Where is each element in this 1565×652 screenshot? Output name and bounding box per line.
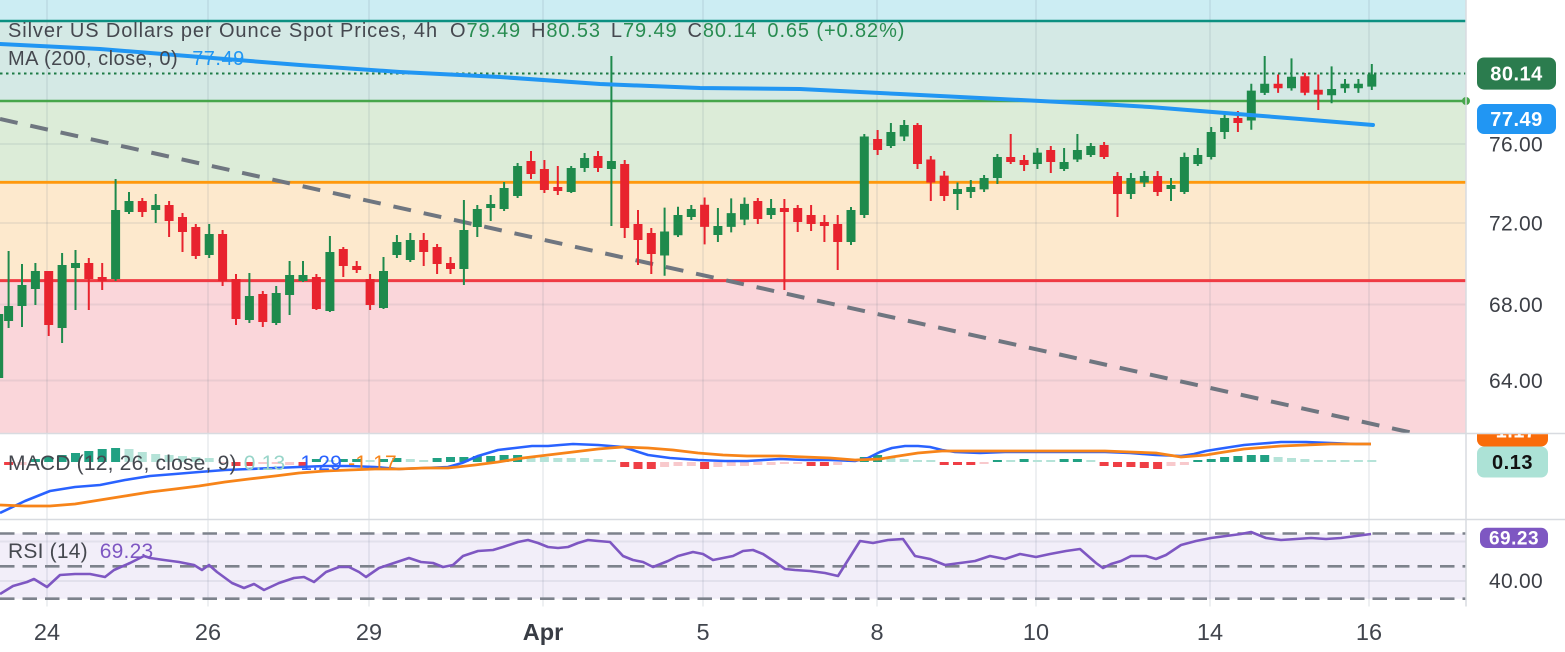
svg-text:14: 14: [1197, 619, 1223, 645]
svg-text:77.49: 77.49: [1490, 109, 1543, 131]
svg-text:69.23: 69.23: [1489, 528, 1539, 549]
svg-text:MA (200, close, 0)77.49: MA (200, close, 0) 77.49: [8, 48, 245, 70]
svg-text:72.00: 72.00: [1489, 213, 1543, 236]
svg-text:68.00: 68.00: [1489, 294, 1543, 317]
svg-text:Apr: Apr: [523, 619, 563, 645]
svg-text:0.13: 0.13: [1492, 452, 1533, 474]
svg-text:RSI (14)69.23: RSI (14) 69.23: [8, 540, 153, 563]
svg-text:16: 16: [1356, 619, 1382, 645]
svg-text:24: 24: [34, 619, 60, 645]
svg-text:10: 10: [1023, 619, 1049, 645]
svg-text:80.14: 80.14: [1490, 64, 1543, 86]
svg-text:Silver US Dollars per Ounce Sp: Silver US Dollars per Ounce Spot Prices,…: [8, 20, 905, 42]
svg-text:29: 29: [356, 619, 382, 645]
svg-text:64.00: 64.00: [1489, 370, 1543, 393]
svg-text:26: 26: [195, 619, 221, 645]
svg-text:5: 5: [696, 619, 709, 645]
svg-text:40.00: 40.00: [1489, 570, 1543, 593]
svg-text:-1.17: -1.17: [1488, 421, 1536, 443]
svg-text:76.00: 76.00: [1489, 134, 1543, 157]
svg-text:MACD (12, 26, close, 9)0.131.2: MACD (12, 26, close, 9) 0.13 1.29 -1.17: [8, 452, 397, 475]
svg-text:8: 8: [870, 619, 883, 645]
